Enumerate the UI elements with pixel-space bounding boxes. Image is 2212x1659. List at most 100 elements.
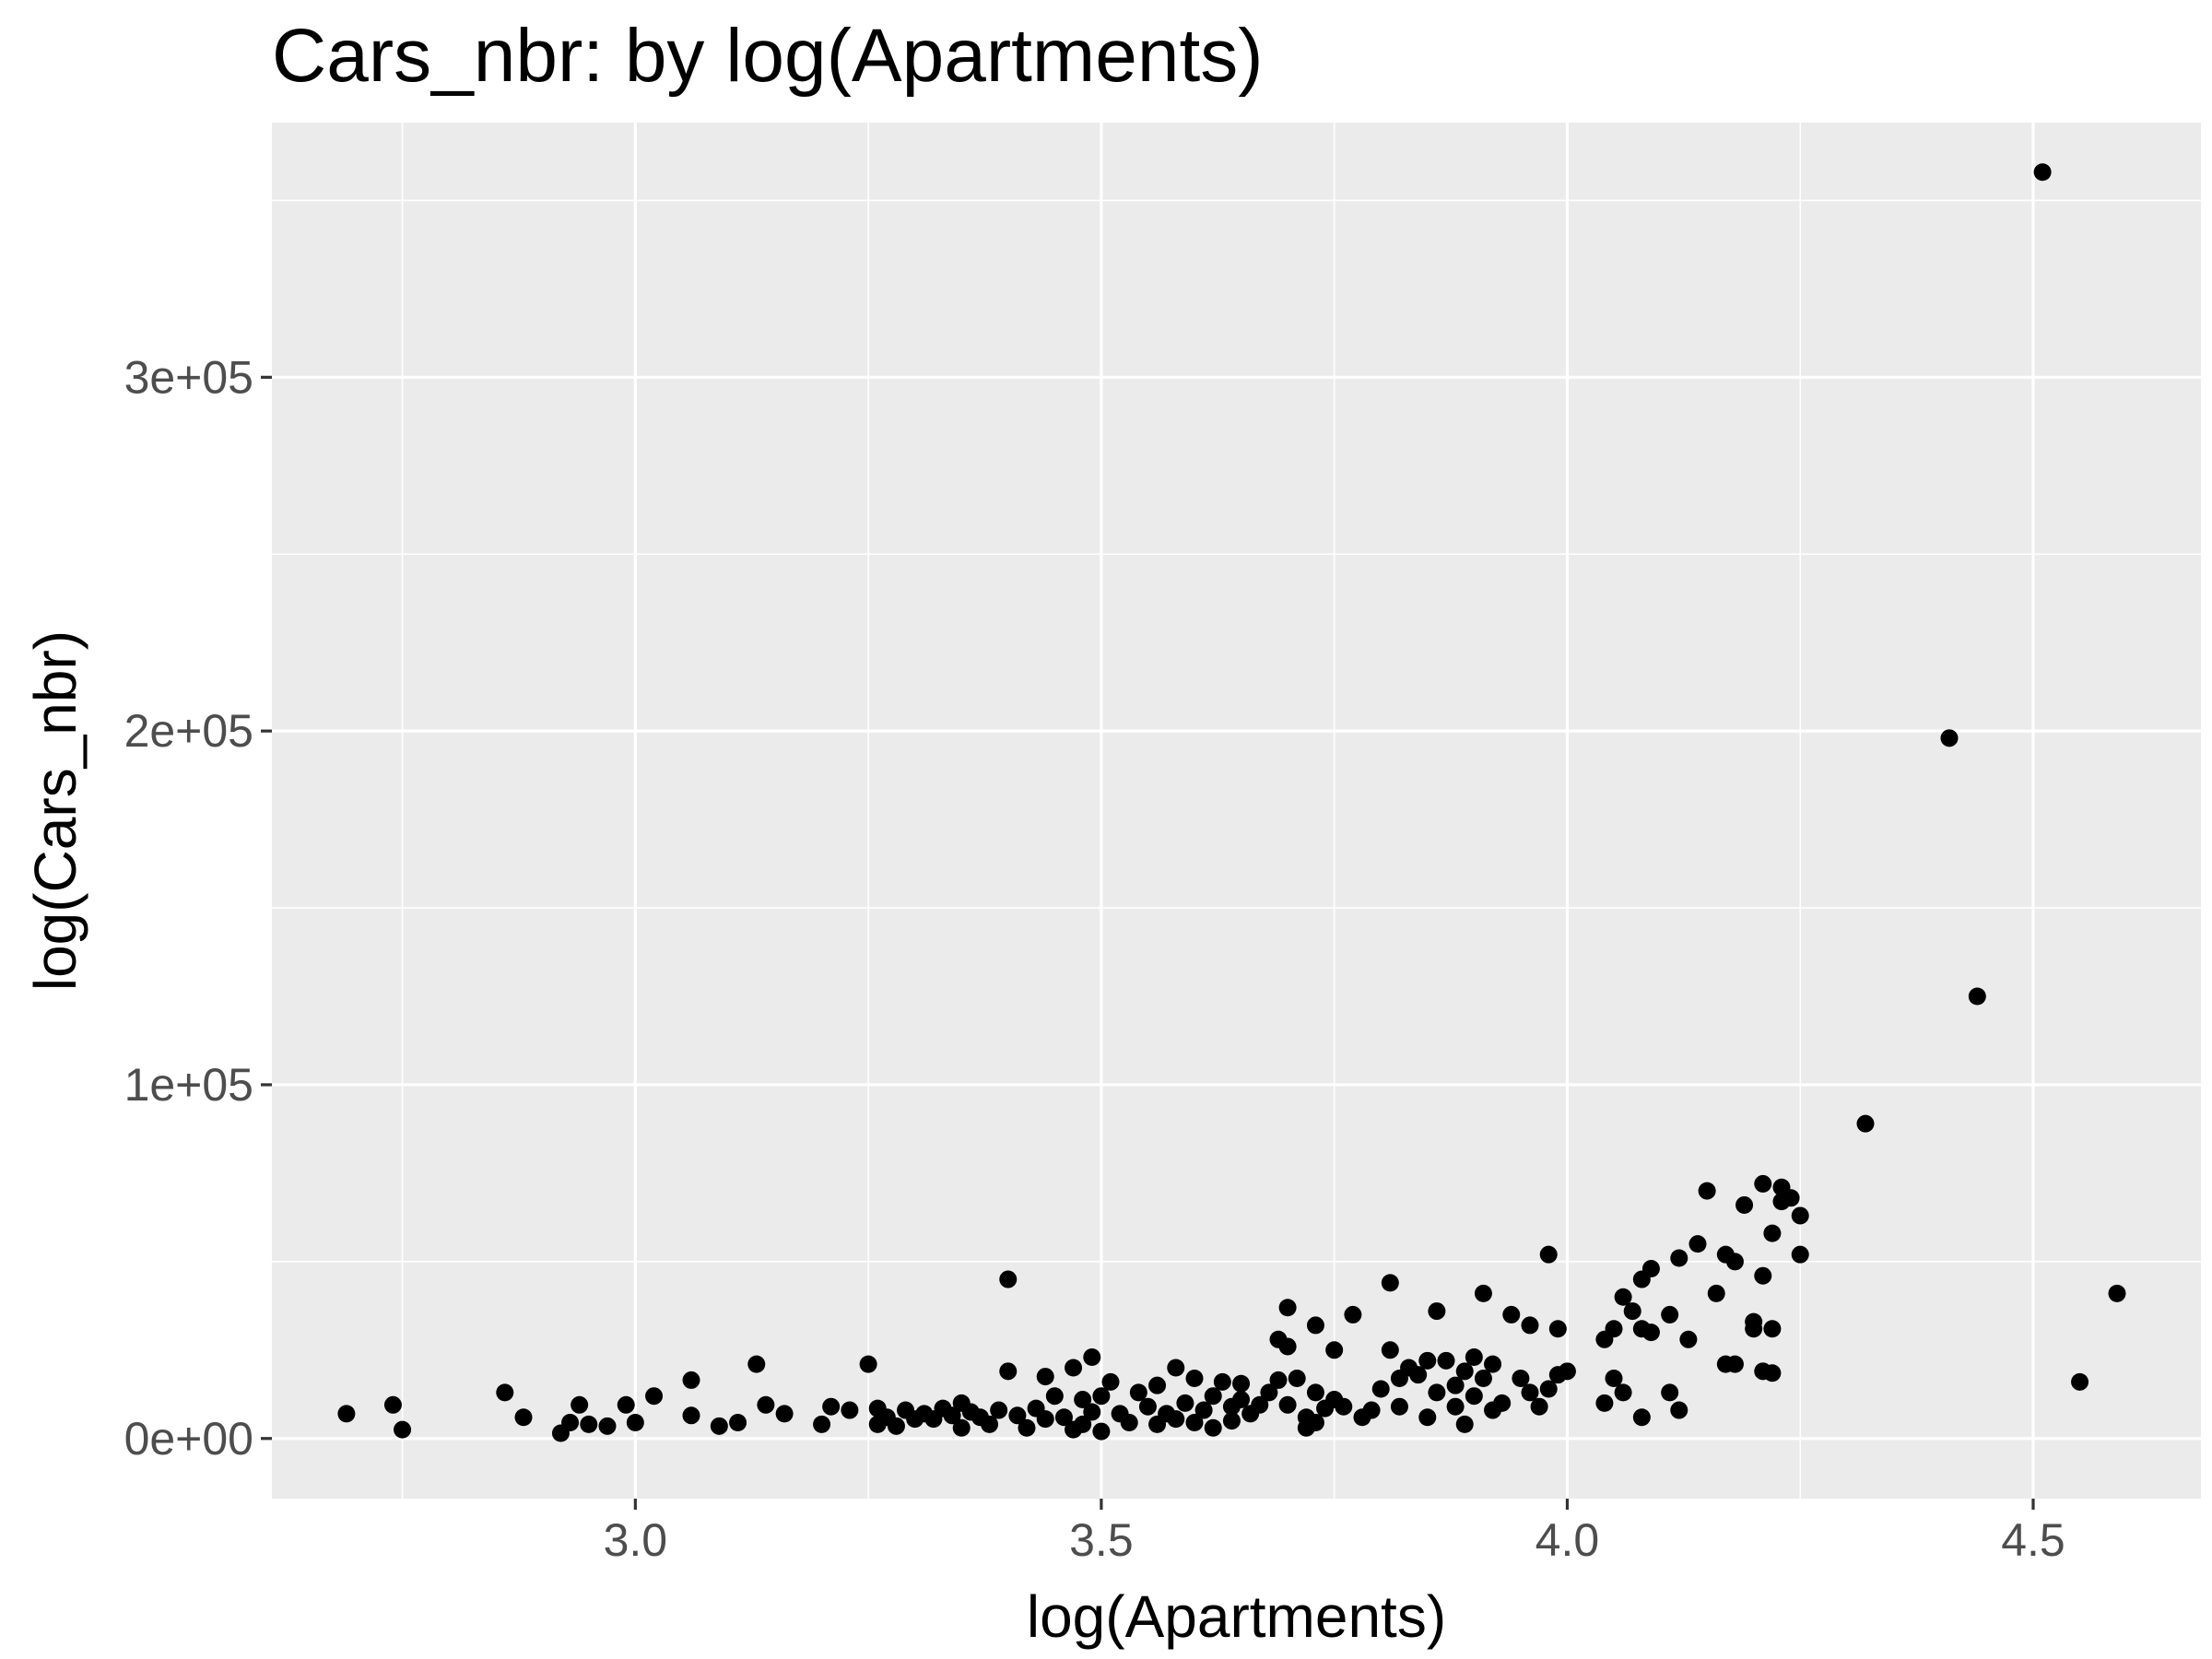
data-point: [1530, 1397, 1548, 1416]
data-point: [943, 1406, 961, 1425]
data-point: [514, 1408, 533, 1427]
data-point: [1856, 1114, 1875, 1133]
data-point: [1641, 1324, 1660, 1342]
data-point: [2033, 163, 2052, 182]
data-point: [1968, 987, 1986, 1006]
data-point: [1148, 1376, 1167, 1394]
data-point: [1670, 1401, 1688, 1419]
data-point: [1745, 1312, 1763, 1331]
data-point: [1782, 1189, 1800, 1207]
data-point: [1465, 1387, 1483, 1406]
data-point: [1251, 1395, 1269, 1414]
data-point: [1362, 1401, 1381, 1419]
data-point: [1465, 1347, 1483, 1366]
data-point: [822, 1397, 841, 1416]
data-point: [1278, 1299, 1297, 1317]
data-point: [383, 1395, 402, 1414]
data-point: [747, 1355, 766, 1373]
data-point: [990, 1401, 1008, 1419]
data-point: [1278, 1395, 1297, 1414]
data-point: [1735, 1195, 1754, 1214]
data-point: [1437, 1351, 1455, 1370]
data-point: [1176, 1394, 1194, 1412]
data-point: [1474, 1284, 1492, 1302]
data-point: [1754, 1174, 1772, 1193]
data-point: [1725, 1253, 1744, 1271]
data-point: [2108, 1284, 2126, 1302]
data-point: [580, 1415, 598, 1433]
chart-title: Cars_nbr: by log(Apartments): [272, 14, 1264, 98]
data-point: [1409, 1366, 1428, 1384]
data-point: [1371, 1380, 1390, 1398]
plot-panel: [272, 123, 2201, 1499]
x-tick-label: 3.5: [1069, 1514, 1134, 1566]
data-point: [1204, 1387, 1222, 1406]
data-point: [1036, 1368, 1054, 1386]
data-point: [1763, 1364, 1782, 1382]
grid-major: [272, 123, 2201, 1499]
data-point: [1428, 1302, 1446, 1321]
data-point: [1194, 1401, 1213, 1419]
data-point: [1446, 1397, 1465, 1416]
data-point: [1306, 1413, 1324, 1431]
data-point: [1539, 1380, 1558, 1398]
data-point: [757, 1395, 775, 1414]
data-point: [1232, 1391, 1251, 1409]
data-point: [1474, 1370, 1492, 1388]
data-point: [1428, 1383, 1446, 1402]
data-point: [1763, 1224, 1782, 1242]
data-point: [1065, 1359, 1083, 1377]
data-point: [1018, 1418, 1036, 1437]
data-point: [1595, 1394, 1614, 1412]
data-point: [1092, 1387, 1111, 1406]
data-point: [1101, 1372, 1120, 1391]
data-point: [1418, 1408, 1437, 1427]
data-point: [1036, 1410, 1054, 1429]
data-point: [1791, 1245, 1809, 1264]
data-point: [1641, 1260, 1660, 1278]
data-point: [1222, 1412, 1241, 1430]
data-point: [841, 1401, 859, 1419]
data-point: [859, 1355, 877, 1373]
data-point: [775, 1405, 794, 1423]
data-point: [682, 1406, 700, 1425]
data-point: [1054, 1408, 1073, 1427]
data-point: [1688, 1235, 1707, 1253]
x-tick-label: 3.0: [604, 1514, 668, 1566]
data-point: [645, 1387, 664, 1406]
data-point: [1381, 1341, 1399, 1359]
data-point: [496, 1383, 514, 1402]
data-point: [2071, 1372, 2089, 1391]
y-tick-label: 0e+00: [124, 1413, 253, 1465]
data-points: [337, 163, 2126, 1442]
data-point: [1232, 1374, 1251, 1393]
data-point: [999, 1362, 1018, 1381]
data-point: [1269, 1371, 1288, 1389]
data-point: [1455, 1362, 1474, 1381]
data-point: [1185, 1370, 1204, 1388]
data-point: [1213, 1372, 1231, 1391]
data-point: [1204, 1418, 1222, 1437]
data-point: [1185, 1413, 1204, 1431]
data-point: [561, 1413, 580, 1431]
data-point: [813, 1415, 831, 1433]
data-point: [1306, 1383, 1324, 1402]
x-tick-label: 4.0: [1535, 1514, 1600, 1566]
data-point: [1605, 1370, 1623, 1388]
x-axis-title: log(Apartments): [1027, 1583, 1446, 1650]
y-axis-title: log(Cars_nbr): [22, 630, 88, 991]
y-tick-label: 3e+05: [124, 351, 253, 403]
data-point: [1138, 1397, 1157, 1416]
data-point: [1661, 1383, 1679, 1402]
data-point: [1074, 1415, 1092, 1433]
data-point: [1940, 729, 1959, 747]
data-point: [1288, 1370, 1306, 1388]
x-axis: 3.0 3.5 4.0 4.5: [604, 1499, 2065, 1566]
y-tick-label: 2e+05: [124, 705, 253, 757]
data-point: [1167, 1359, 1185, 1377]
data-point: [1791, 1206, 1809, 1225]
data-point: [1325, 1341, 1344, 1359]
data-point: [1390, 1397, 1408, 1416]
data-point: [1484, 1355, 1502, 1373]
